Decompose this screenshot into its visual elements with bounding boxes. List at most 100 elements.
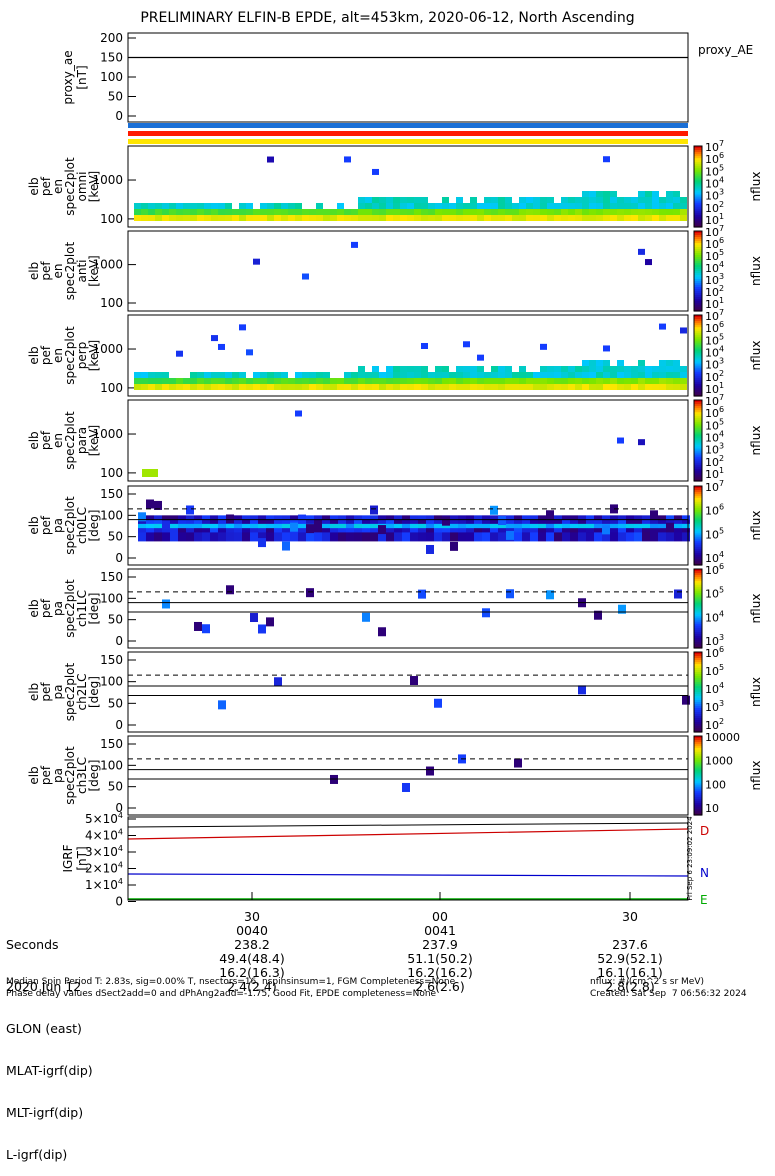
ytick-ch3LC: 150 <box>100 737 123 751</box>
pitch-angle-ch2LC <box>218 676 690 710</box>
ytick-ch2LC: 100 <box>100 675 123 689</box>
colorbar-ch0LC <box>694 486 702 566</box>
colorbar-tick-para: 104 <box>705 430 724 445</box>
figure-title: PRELIMINARY ELFIN-B EPDE, alt=453km, 202… <box>140 10 635 26</box>
colorbar-perp <box>694 315 702 397</box>
ytick-ch1LC: 50 <box>108 613 123 627</box>
spectrogram-anti <box>253 241 652 280</box>
ylabel-ch1LC: elb <box>27 599 41 617</box>
ann-value: 0041 <box>424 923 456 938</box>
panel-frame-ch3LC <box>127 735 689 816</box>
colorbar-frame-anti <box>693 230 703 312</box>
ylabel-para: en <box>51 433 65 448</box>
panel-frame-para <box>127 399 689 482</box>
elfin-figure: proxy_ae [nT]200150100500proxy_AE10710610… <box>27 31 763 909</box>
ytick-igrf: 5×104 <box>85 811 123 826</box>
ann-value: 49.4(48.4) <box>219 951 285 966</box>
ylabel-ch0LC: pef <box>39 515 53 535</box>
colorbar-tick-ch2LC: 106 <box>705 645 724 660</box>
ylabel-ch2LC: spec2plot <box>63 662 77 721</box>
ytick-igrf: 3×104 <box>85 844 123 859</box>
panel-frame-perp <box>127 314 689 397</box>
colorbar-label-anti: nflux <box>749 256 763 286</box>
colorbar-frame-ch1LC <box>693 568 703 649</box>
colorbar-frame-ch3LC <box>693 735 703 816</box>
colorbar-frame-ch2LC <box>693 651 703 733</box>
colorbar-tick-ch0LC: 106 <box>705 503 724 518</box>
colorbar-tick-ch1LC: 105 <box>705 586 724 601</box>
ylabel-ch2LC: elb <box>27 683 41 701</box>
ytick-igrf: 1×104 <box>85 877 123 892</box>
igrf-label-n: N <box>700 866 709 880</box>
ylabel-ch3LC: ch3LC <box>75 757 89 794</box>
ylabel-perp: en <box>51 348 65 363</box>
colorbar-label-ch0LC: nflux <box>749 511 763 541</box>
colorbar-tick-ch1LC: 103 <box>705 633 724 648</box>
colorbar-tick-omni: 101 <box>705 212 724 227</box>
ytick-ch0LC: 150 <box>100 487 123 501</box>
para-low-patch <box>142 469 158 477</box>
colorbar-frame-perp <box>693 314 703 397</box>
colorbar-tick-perp: 106 <box>705 320 724 335</box>
colorbar-tick-ch0LC: 105 <box>705 526 724 541</box>
status-bar-yellow <box>128 139 688 144</box>
ytick-para: 1000 <box>92 427 123 441</box>
ytick-perp: 100 <box>100 381 123 395</box>
ylabel-ch1LC: pef <box>39 598 53 618</box>
colorbar-tick-omni: 104 <box>705 176 724 191</box>
ylabel-ch3LC: pa <box>51 768 65 783</box>
colorbar-tick-para: 102 <box>705 454 724 469</box>
ylabel-perp: [keV] <box>87 340 101 371</box>
ann-value: 2.4(2.4) <box>227 979 277 994</box>
ylabel-ch3LC: pef <box>39 765 53 785</box>
panel-frame-ch0LC <box>127 485 689 566</box>
colorbar-tick-ch3LC: 100 <box>705 778 726 791</box>
colorbar-tick-perp: 104 <box>705 345 724 360</box>
ann-label-glon: GLON (east) <box>6 1021 82 1036</box>
ylabel-para: pef <box>39 430 53 450</box>
colorbar-tick-ch3LC: 10 <box>705 802 719 815</box>
igrf-n-line <box>127 873 689 877</box>
spectrogram-para <box>295 410 645 446</box>
ytick-ch1LC: 0 <box>115 634 123 648</box>
colorbar-frame-ch0LC <box>693 485 703 566</box>
pitch-angle-ch3LC <box>330 754 522 792</box>
ytick-ch0LC: 100 <box>100 508 123 522</box>
ylabel-perp: perp <box>75 342 89 370</box>
colorbar-tick-anti: 105 <box>705 248 724 263</box>
ylabel-igrf: IGRF <box>61 844 75 872</box>
ytick-omni: 1000 <box>92 173 123 187</box>
ytick-ch2LC: 50 <box>108 696 123 710</box>
ylabel-ch3LC: elb <box>27 766 41 784</box>
pitch-angle-ch0LC <box>138 499 690 554</box>
ylabel-ch0LC: [deg] <box>87 510 101 542</box>
colorbar-tick-ch3LC: 10000 <box>705 731 740 744</box>
pitch-angle-ch1LC <box>162 585 682 637</box>
colorbar-tick-ch2LC: 103 <box>705 699 724 714</box>
ylabel-perp: pef <box>39 345 53 365</box>
colorbar-tick-omni: 105 <box>705 163 724 178</box>
ylabel-omni: spec2plot <box>63 157 77 216</box>
ylabel-para: elb <box>27 431 41 449</box>
colorbar-label-omni: nflux <box>749 172 763 202</box>
ylabel-para: spec2plot <box>63 411 77 470</box>
ytick-omni: 100 <box>100 212 123 226</box>
ytick-ch0LC: 0 <box>115 551 123 565</box>
ylabel-ch0LC: elb <box>27 516 41 534</box>
ylabel-perp: elb <box>27 346 41 364</box>
ann-value: 16.2(16.2) <box>407 965 473 980</box>
ylabel-ch0LC: pa <box>51 518 65 533</box>
panel-frame-igrf <box>127 816 689 901</box>
colorbar-ch1LC <box>694 569 702 649</box>
ylabel-perp: spec2plot <box>63 326 77 385</box>
ylabel-anti: en <box>51 264 65 279</box>
colorbar-ch2LC <box>694 652 702 733</box>
colorbar-label-ch3LC: nflux <box>749 761 763 791</box>
ann-value: 30 <box>244 909 260 924</box>
panel-frame-ch1LC <box>127 568 689 649</box>
ylabel-anti: elb <box>27 262 41 280</box>
ytick-anti: 1000 <box>92 258 123 272</box>
ann-labels: Seconds 2020 Jun 12 GLON (east) MLAT-igr… <box>6 910 93 1176</box>
panel-frame-anti <box>127 230 689 312</box>
ylabel-anti: anti <box>75 260 89 283</box>
